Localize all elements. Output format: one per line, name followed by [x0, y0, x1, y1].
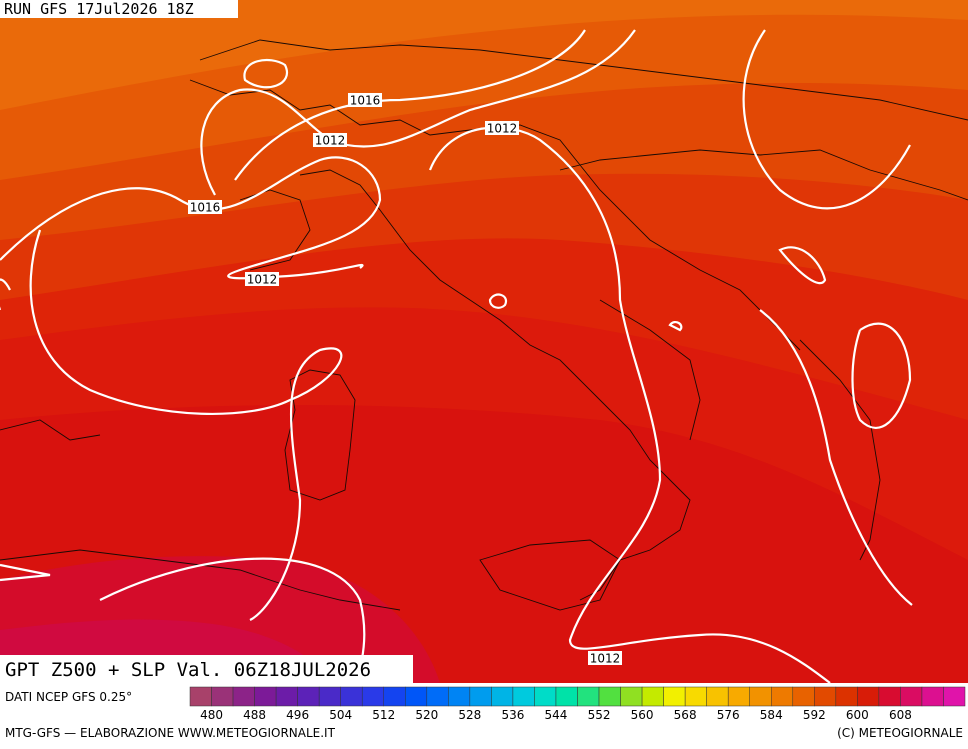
colorbar-label: 528: [458, 708, 481, 722]
field: [0, 0, 968, 110]
colorbar-label: 592: [803, 708, 826, 722]
colorbar-swatch: [405, 686, 428, 707]
colorbar-swatch: [835, 686, 858, 707]
colorbar-swatch: [491, 686, 514, 707]
colorbar-swatch: [921, 686, 944, 707]
colorbar-swatch: [232, 686, 255, 707]
colorbar-swatch: [814, 686, 837, 707]
colorbar-swatch: [254, 686, 277, 707]
isobar-label-bg: [485, 121, 519, 135]
colorbar-label: 536: [501, 708, 524, 722]
isobar-label: 1012: [247, 273, 278, 287]
colorbar-label: 584: [760, 708, 783, 722]
colorbar-swatch: [534, 686, 557, 707]
colorbar-swatch: [620, 686, 643, 707]
colorbar-label: 496: [286, 708, 309, 722]
colorbar-label: 568: [674, 708, 697, 722]
run-label: RUN GFS 17Jul2026 18Z: [4, 0, 194, 18]
coastlines: [0, 39, 968, 611]
source-label: DATI NCEP GFS 0.25°: [5, 690, 132, 704]
colorbar-label: 512: [372, 708, 395, 722]
colorbar: 480 488 496 504 512 520 528 536 544 552 560 568 576 5…: [189, 686, 966, 722]
colorbar-swatch: [297, 686, 320, 707]
colorbar-swatch: [426, 686, 449, 707]
colorbar-label: 600: [846, 708, 869, 722]
isobar-label: 1016: [190, 201, 221, 215]
isobar-label-bg: [348, 93, 382, 107]
isobar-label-bg: [188, 200, 222, 214]
colorbar-label: 560: [631, 708, 654, 722]
colorbar-swatch: [900, 686, 923, 707]
colorbar-label: 544: [545, 708, 568, 722]
colorbar-swatch: [361, 686, 385, 707]
colorbar-label: 480: [200, 708, 223, 722]
isobar-labels: 1016 1012 1012 1016 1012 1012: [188, 93, 622, 666]
colorbar-label: 576: [717, 708, 740, 722]
colorbar-swatch: [706, 686, 729, 707]
colorbar-swatch: [641, 686, 664, 707]
colorbar-swatch: [792, 686, 815, 707]
colorbar-swatch: [684, 686, 707, 707]
colorbar-swatch: [555, 686, 578, 707]
footer-right: (C) METEOGIORNALE: [837, 726, 963, 740]
colorbar-label: 520: [415, 708, 438, 722]
colorbar-label: 552: [588, 708, 611, 722]
colorbar-label: 504: [329, 708, 352, 722]
colorbar-swatch: [577, 686, 600, 707]
colorbar-swatch: [383, 686, 406, 707]
colorbar-swatch: [189, 686, 212, 707]
colorbar-swatch: [448, 686, 471, 707]
colorbar-swatch: [340, 686, 363, 707]
isobar-label-bg: [588, 651, 622, 665]
colorbar-swatch: [512, 686, 535, 707]
colorbar-swatch: [727, 686, 750, 707]
colorbar-swatch: [857, 686, 880, 707]
title-box: [0, 655, 413, 683]
colorbar-swatch: [318, 686, 341, 707]
panel-title: GPT Z500 + SLP Val. 06Z18JUL2026: [5, 659, 371, 681]
isobar-label: 1012: [590, 652, 621, 666]
footer-left: MTG-GFS — ELABORAZIONE WWW.METEOGIORNALE…: [5, 726, 336, 740]
colorbar-swatch: [749, 686, 772, 707]
colorbar-swatch: [663, 686, 686, 707]
header-box: [0, 0, 238, 18]
colorbar-label: 608: [889, 708, 912, 722]
colorbar-swatch: [211, 686, 234, 707]
colorbar-swatch: [771, 686, 794, 707]
colorbar-label: 488: [243, 708, 266, 722]
colorbar-swatch: [878, 686, 901, 707]
isobar-label-bg: [245, 272, 279, 286]
isobar-label: 1012: [315, 134, 346, 148]
colorbar-swatch: [275, 686, 298, 707]
colorbar-swatch: [469, 686, 492, 707]
colorbar-swatch: [598, 686, 621, 707]
isobar-label-bg: [313, 133, 347, 147]
colorbar-swatch: [943, 686, 966, 707]
isobar-label: 1016: [350, 94, 381, 108]
isobar-label: 1012: [487, 122, 518, 136]
